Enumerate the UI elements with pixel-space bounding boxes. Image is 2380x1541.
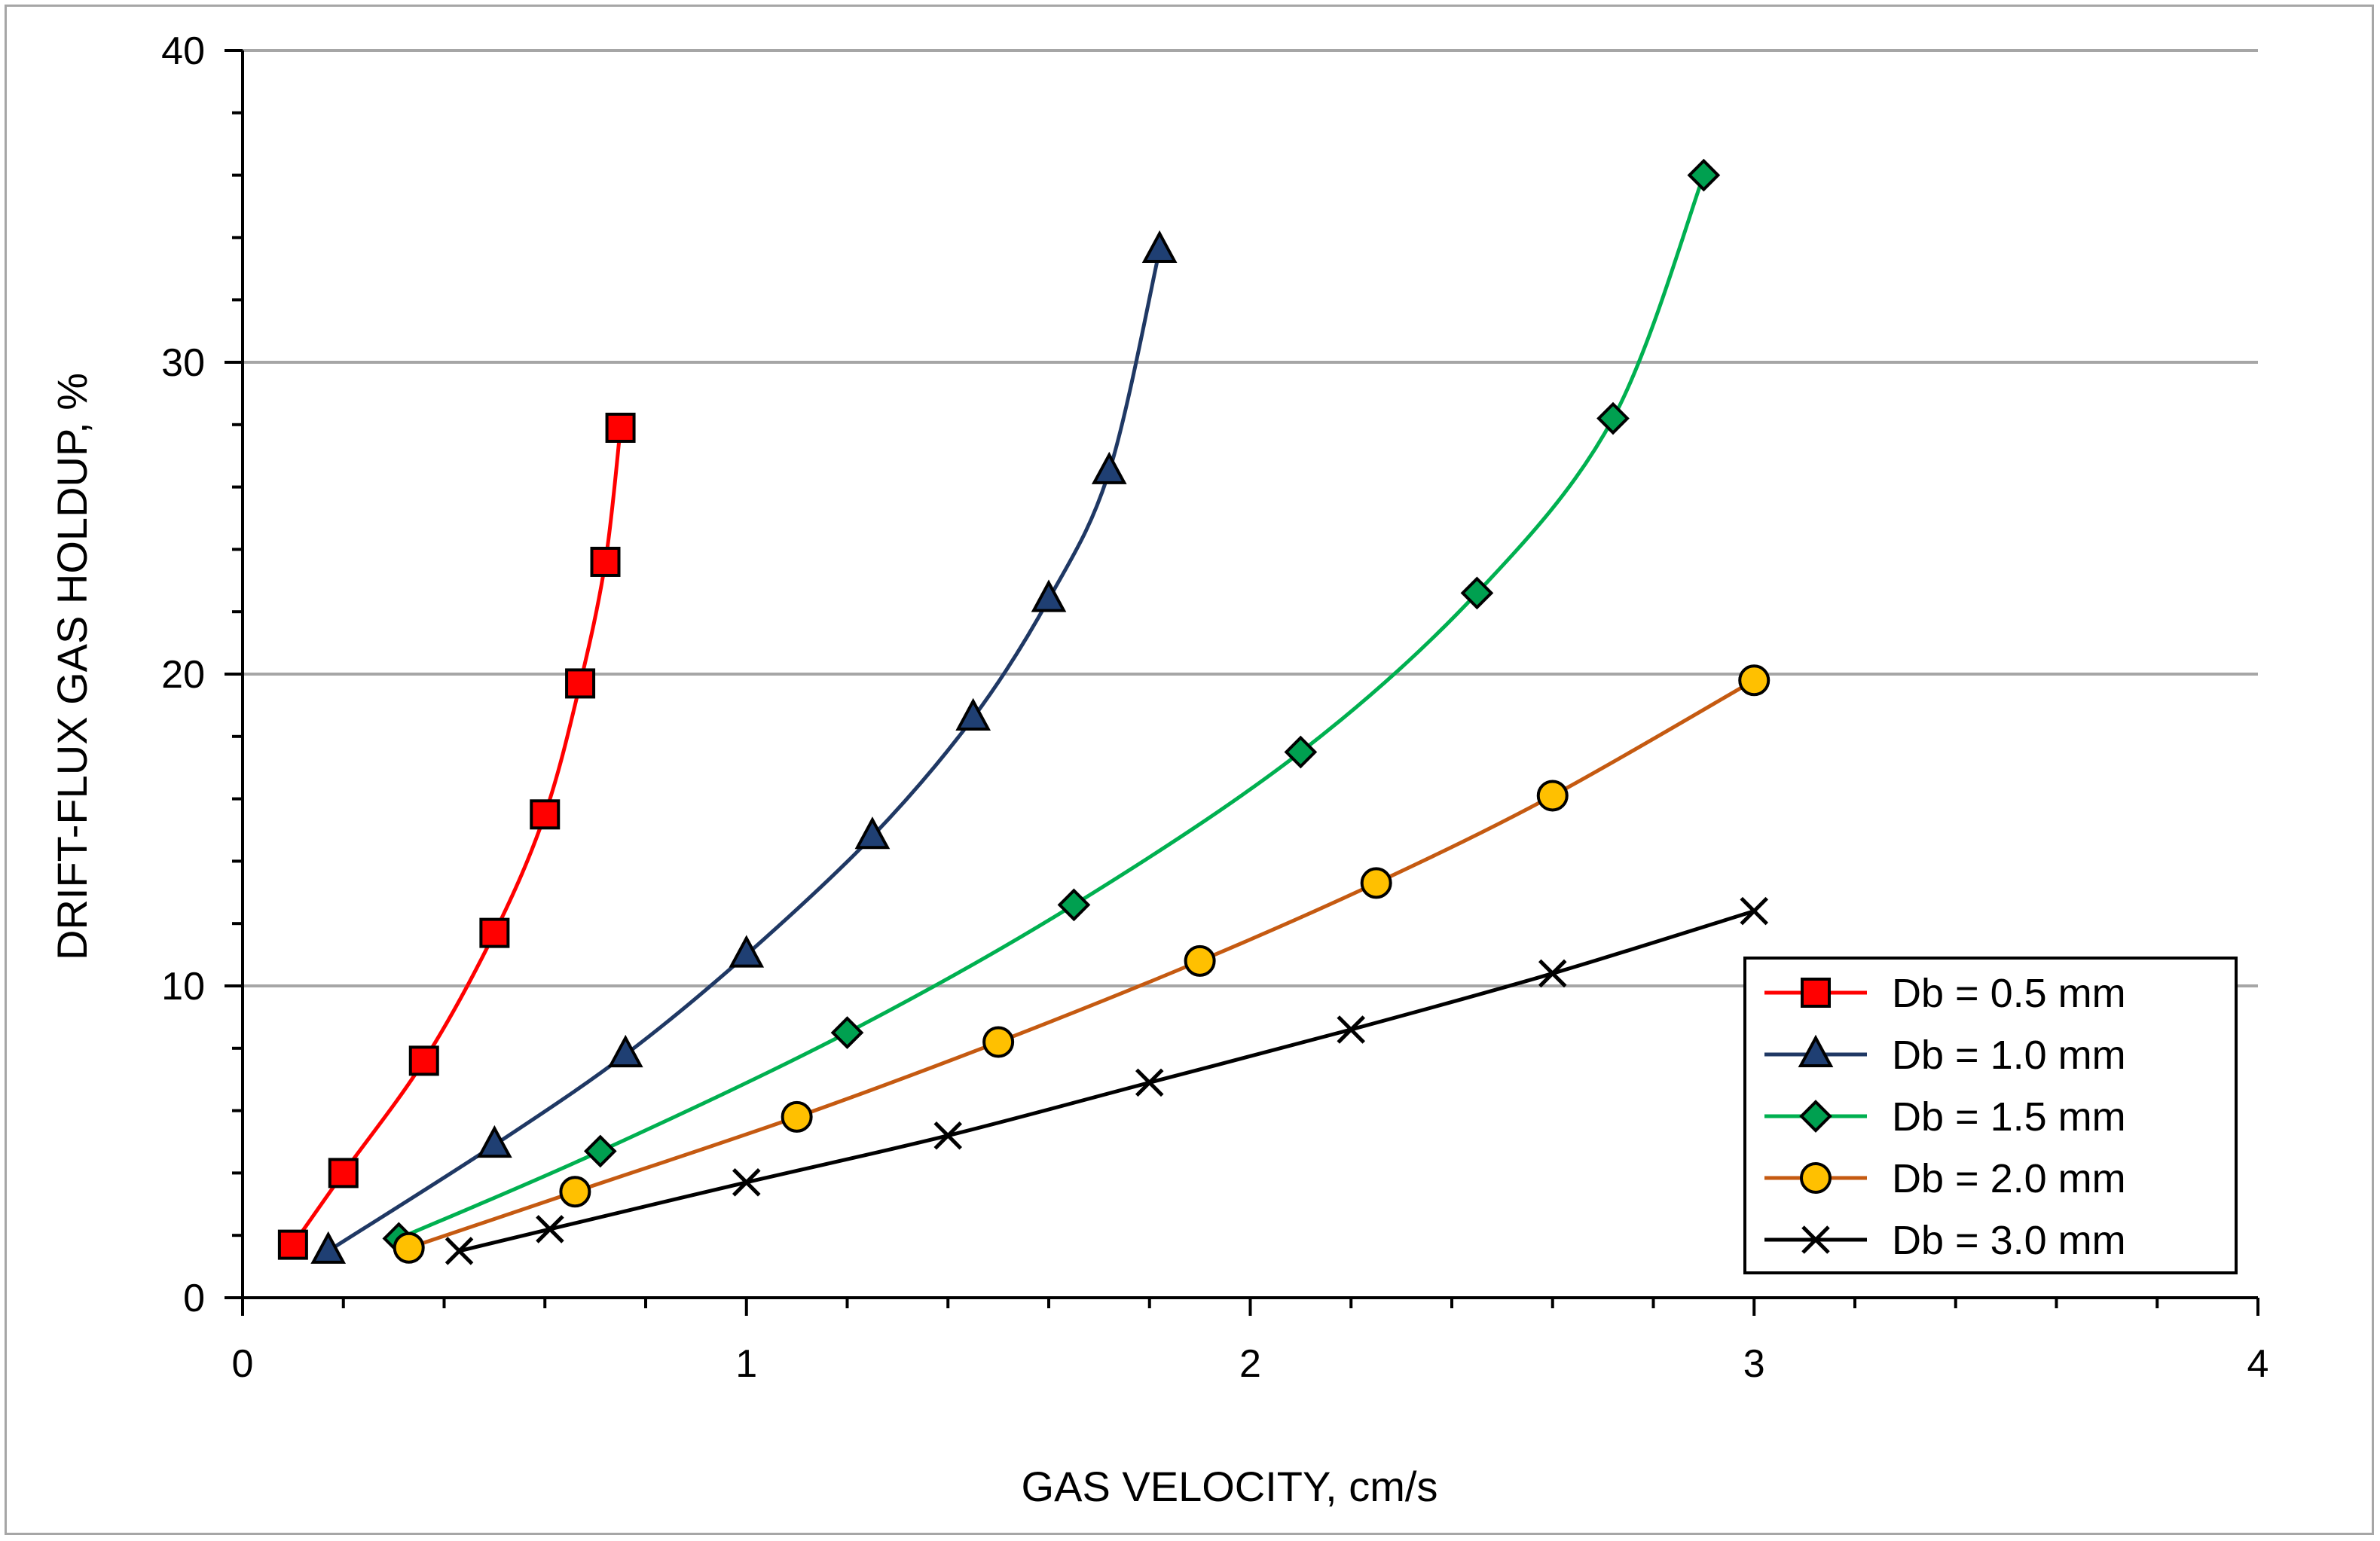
x-axis-title: GAS VELOCITY, cm/s (1022, 1463, 1438, 1510)
series-2 (310, 230, 1178, 1264)
x-marker-stroke (445, 1237, 474, 1265)
legend-label: Db = 0.5 mm (1892, 971, 2126, 1016)
data-point (1740, 896, 1769, 926)
data-point (1536, 780, 1569, 812)
data-point (607, 1034, 643, 1068)
x-marker-stroke (933, 1121, 963, 1150)
legend-marker (1798, 1034, 1834, 1067)
data-point (1738, 664, 1770, 697)
x-marker-stroke (1538, 959, 1567, 988)
series-line (327, 249, 1162, 1253)
data-point (1135, 1068, 1164, 1097)
data-point (1091, 451, 1127, 484)
legend-label: Db = 1.5 mm (1892, 1094, 2126, 1140)
data-point (1687, 158, 1721, 192)
data-point (393, 1231, 425, 1264)
data-point (1596, 401, 1630, 435)
y-tick-label: 0 (183, 1277, 205, 1320)
data-point (565, 668, 596, 699)
data-point (955, 697, 991, 731)
data-point (310, 1231, 347, 1264)
legend-marker (1799, 1100, 1832, 1133)
data-point (1337, 1015, 1366, 1044)
series-line (458, 909, 1755, 1253)
data-point (781, 1100, 813, 1133)
data-point (559, 1176, 591, 1208)
y-tick-label: 20 (161, 653, 205, 697)
y-tick-label: 10 (161, 965, 205, 1009)
data-point (732, 1168, 761, 1197)
series-4 (393, 664, 1770, 1264)
series-1 (277, 412, 636, 1260)
x-tick-label: 3 (1743, 1342, 1765, 1386)
data-point (590, 546, 621, 577)
x-marker-stroke (536, 1215, 564, 1243)
gridlines (243, 49, 2258, 987)
chart-frame (5, 5, 2374, 1535)
data-point (1538, 959, 1567, 988)
y-axis-title: DRIFT-FLUX GAS HOLDUP, % (48, 373, 96, 960)
y-tick-label: 30 (161, 341, 205, 385)
legend-label: Db = 1.0 mm (1892, 1033, 2126, 1078)
data-point (583, 1134, 617, 1168)
ticks: 0 10 20 30 40 0 1 2 3 4 (161, 29, 2268, 1386)
data-point (830, 1016, 864, 1049)
legend: Db = 0.5 mm Db = 1.0 mm Db = 1.5 mm Db = 2.… (1743, 957, 2238, 1274)
data-point (933, 1121, 963, 1150)
data-point (479, 917, 510, 948)
series-line (291, 427, 623, 1247)
legend-item: Db = 1.0 mm (1764, 1033, 2126, 1078)
data-point (854, 816, 891, 850)
legend-item: Db = 1.5 mm (1764, 1094, 2126, 1140)
data-point (530, 799, 561, 830)
data-point (477, 1124, 512, 1158)
x-tick-label: 4 (2247, 1342, 2269, 1386)
x-tick-label: 1 (735, 1342, 757, 1386)
data-point (982, 1026, 1015, 1058)
x-marker-stroke (1337, 1015, 1366, 1044)
x-tick-label: 0 (232, 1342, 254, 1386)
legend-marker (1801, 978, 1831, 1008)
legend-item: Db = 0.5 mm (1764, 971, 2126, 1016)
series-3 (382, 158, 1721, 1256)
data-point (1031, 579, 1067, 612)
data-point (729, 935, 765, 968)
data-point (1460, 576, 1494, 610)
data-point (445, 1237, 474, 1265)
legend-marker (1801, 1225, 1830, 1254)
data-point (536, 1215, 564, 1243)
x-marker-stroke (1801, 1225, 1830, 1254)
data-point (1141, 230, 1178, 263)
data-point (1360, 867, 1392, 899)
data-point (277, 1229, 308, 1260)
data-point (408, 1045, 439, 1076)
series-line (398, 174, 1706, 1240)
x-marker-stroke (732, 1168, 761, 1197)
x-marker-stroke (1135, 1068, 1164, 1097)
data-point (1057, 888, 1091, 922)
x-marker-stroke (1740, 896, 1769, 926)
series-line (408, 679, 1755, 1250)
y-tick-label: 40 (161, 29, 205, 73)
legend-item: Db = 2.0 mm (1764, 1156, 2126, 1201)
legend-label: Db = 2.0 mm (1892, 1156, 2126, 1201)
x-tick-label: 2 (1239, 1342, 1261, 1386)
data-point (1184, 944, 1216, 977)
data-point (1284, 735, 1318, 769)
data-point (605, 412, 636, 443)
legend-label: Db = 3.0 mm (1892, 1218, 2126, 1263)
series-layer (277, 158, 1770, 1265)
series-5 (445, 896, 1769, 1265)
legend-item: Db = 3.0 mm (1764, 1218, 2126, 1263)
legend-marker (1800, 1162, 1832, 1194)
data-point (328, 1158, 359, 1189)
